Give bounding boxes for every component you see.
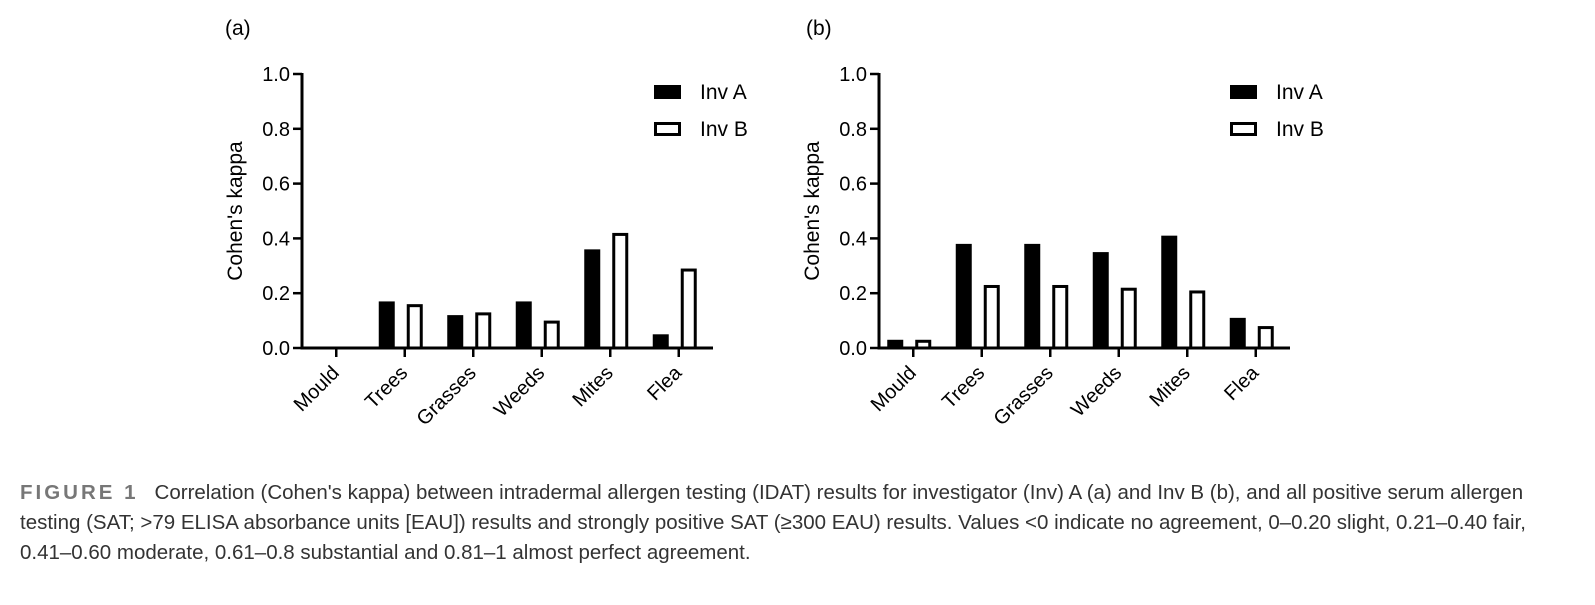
legend-swatch-inv-a bbox=[654, 85, 681, 99]
chart-legend: Inv A Inv B bbox=[654, 81, 748, 141]
bar-inv-a-trees bbox=[955, 243, 972, 348]
bar-inv-b-flea bbox=[1257, 326, 1274, 350]
bar-inv-b-trees bbox=[983, 284, 1000, 350]
legend-swatch-inv-b bbox=[654, 122, 681, 136]
figure-caption: FIGURE 1 Correlation (Cohen's kappa) betw… bbox=[20, 478, 1575, 568]
x-tick-label: Trees bbox=[938, 362, 989, 413]
x-tick-label: Grasses bbox=[413, 362, 481, 430]
x-tick-label: Weeds bbox=[490, 362, 549, 421]
bar-inv-a-grasses bbox=[447, 315, 464, 348]
figure-label: FIGURE 1 bbox=[20, 481, 139, 504]
legend-label-inv-b: Inv B bbox=[1276, 118, 1324, 141]
y-tick-label: 0.0 bbox=[262, 338, 290, 360]
bar-inv-a-trees bbox=[378, 301, 395, 348]
bar-inv-b-weeds bbox=[543, 320, 560, 350]
y-axis-label: Cohen's kappa bbox=[224, 141, 247, 281]
bar-inv-b-flea bbox=[680, 268, 697, 350]
bar-inv-a-grasses bbox=[1024, 243, 1041, 348]
x-tick-label: Flea bbox=[1220, 361, 1264, 405]
y-axis-label: Cohen's kappa bbox=[801, 141, 824, 281]
bar-inv-a-weeds bbox=[1092, 252, 1109, 348]
legend-label-inv-a: Inv A bbox=[700, 81, 747, 104]
bar-inv-b-mites bbox=[612, 232, 629, 350]
y-tick-label: 0.8 bbox=[839, 119, 867, 141]
bar-inv-b-grasses bbox=[1052, 284, 1069, 350]
y-tick-label: 0.4 bbox=[839, 228, 867, 250]
bar-inv-a-mites bbox=[1161, 235, 1178, 348]
bar-inv-b-trees bbox=[406, 304, 423, 350]
legend-swatch-inv-a bbox=[1230, 85, 1257, 99]
x-tick-label: Mites bbox=[568, 362, 617, 411]
x-tick-label: Flea bbox=[643, 361, 687, 405]
panel-label: (b) bbox=[806, 17, 832, 40]
bar-inv-b-mould bbox=[915, 339, 932, 350]
bar-inv-a-weeds bbox=[515, 301, 532, 348]
y-tick-label: 0.2 bbox=[839, 283, 867, 305]
figure-charts: (a) Cohen's kappa 0.0 0.2 0.4 0.6 0.8 1.0 Mould T… bbox=[224, 17, 1324, 430]
chart-legend: Inv A Inv B bbox=[1230, 81, 1324, 141]
y-tick-label: 0.6 bbox=[262, 174, 290, 196]
bar-inv-a-flea bbox=[1229, 317, 1246, 348]
x-tick-label: Weeds bbox=[1067, 362, 1126, 421]
legend-label-inv-a: Inv A bbox=[1276, 81, 1323, 104]
y-tick-label: 0.6 bbox=[839, 174, 867, 196]
caption-text: Correlation (Cohen's kappa) between intr… bbox=[20, 481, 1526, 564]
x-tick-label: Mites bbox=[1145, 362, 1194, 411]
x-tick-label: Trees bbox=[361, 362, 412, 413]
bar-inv-b-mites bbox=[1189, 290, 1206, 350]
x-tick-label: Mould bbox=[867, 362, 921, 416]
y-tick-label: 0.8 bbox=[262, 119, 290, 141]
y-tick-label: 0.4 bbox=[262, 228, 290, 250]
bar-inv-a-mites bbox=[584, 249, 601, 348]
bar-inv-a-mould bbox=[887, 339, 904, 348]
chart-panel-a: (a) Cohen's kappa 0.0 0.2 0.4 0.6 0.8 1.0 Mould T… bbox=[224, 17, 748, 430]
x-tick-label: Grasses bbox=[990, 362, 1058, 430]
chart-panel-b: (b) Cohen's kappa 0.0 0.2 0.4 0.6 0.8 1.0 Mould T… bbox=[801, 17, 1324, 430]
panel-label: (a) bbox=[225, 17, 251, 40]
y-tick-label: 0.2 bbox=[262, 283, 290, 305]
x-tick-label: Mould bbox=[290, 362, 344, 416]
bar-inv-a-flea bbox=[652, 334, 669, 348]
bar-inv-b-grasses bbox=[475, 312, 492, 350]
legend-swatch-inv-b bbox=[1230, 122, 1257, 136]
y-tick-label: 1.0 bbox=[262, 64, 290, 86]
bar-inv-b-weeds bbox=[1120, 287, 1137, 350]
legend-label-inv-b: Inv B bbox=[700, 118, 748, 141]
y-tick-label: 1.0 bbox=[839, 64, 867, 86]
y-tick-label: 0.0 bbox=[839, 338, 867, 360]
